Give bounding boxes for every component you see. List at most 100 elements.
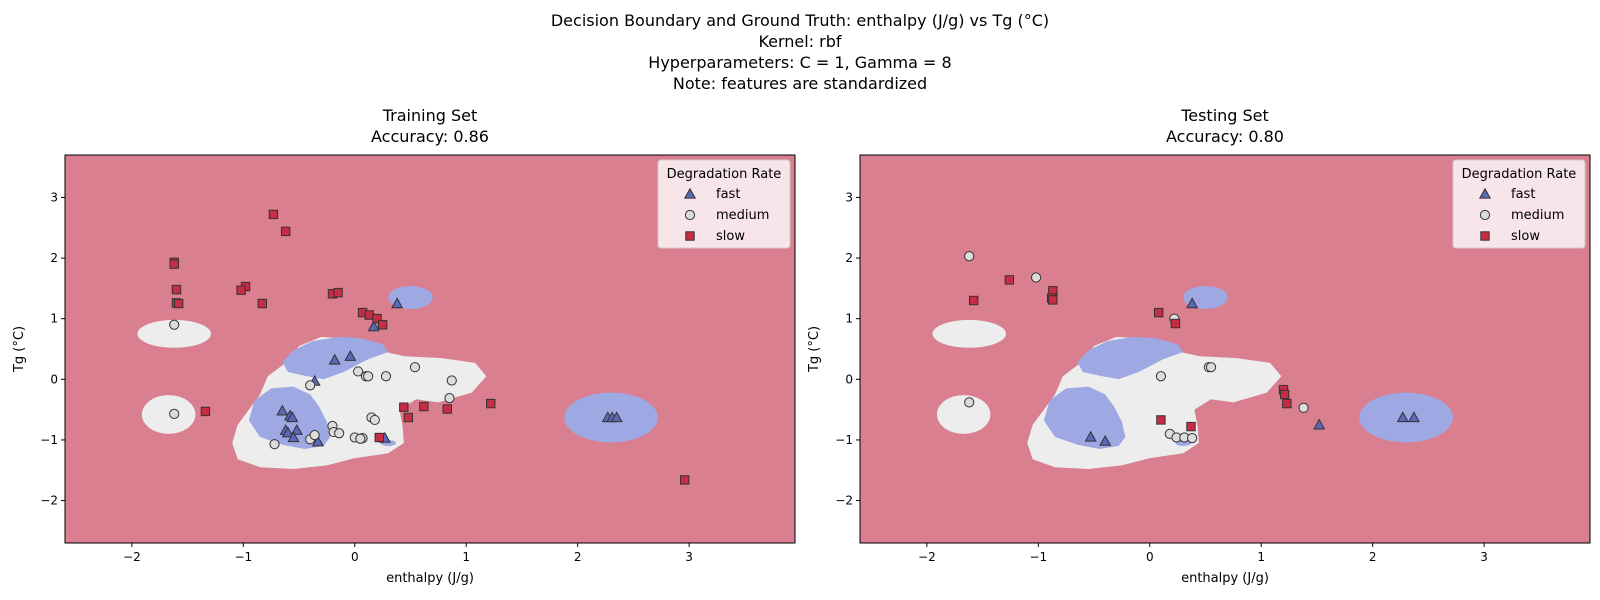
region-fast-upper (1077, 336, 1184, 380)
y-axis-label: Tg (°C) (807, 326, 822, 373)
point-medium (380, 371, 392, 382)
region-medium (936, 395, 991, 434)
point-fast (1313, 418, 1326, 430)
x-tick-label: 1 (1257, 550, 1265, 564)
point-slow (1186, 421, 1196, 432)
x-tick-label: 0 (351, 550, 359, 564)
x-tick-label: 1 (462, 550, 470, 564)
legend-box (1452, 159, 1586, 249)
point-slow (1004, 275, 1015, 285)
legend-box (657, 159, 791, 249)
suptitle-line-4: Note: features are standardized (673, 74, 927, 93)
point-fast (311, 435, 325, 447)
point-medium (309, 429, 320, 441)
point-slow (1048, 295, 1058, 305)
data-points (964, 251, 1420, 446)
x-tick-label: −1 (1029, 550, 1047, 564)
y-tick-label: 2 (845, 251, 853, 265)
point-fast (610, 411, 623, 423)
point-fast (328, 353, 341, 365)
point-slow (403, 412, 413, 423)
x-tick-label: −1 (234, 550, 252, 564)
legend: Degradation Rate fast medium slow (657, 159, 791, 249)
legend-title: Degradation Rate (1462, 167, 1577, 182)
x-axis-label: enthalpy (J/g) (1181, 571, 1269, 586)
point-fast (1407, 411, 1420, 423)
point-medium (269, 439, 280, 450)
panel-title: Training Set (382, 106, 478, 125)
region-fast-lower (1043, 386, 1126, 449)
x-tick-label: 3 (1480, 550, 1488, 564)
point-fast (367, 320, 380, 332)
x-axis-label: enthalpy (J/g) (386, 571, 474, 586)
legend-label-fast: fast (1511, 187, 1535, 202)
x-tick-label: −2 (918, 550, 936, 564)
y-tick-label: −2 (40, 494, 58, 508)
point-slow (1153, 307, 1164, 318)
point-fast (1186, 297, 1199, 309)
point-slow (419, 401, 429, 412)
point-medium (169, 319, 180, 330)
y-tick-label: 2 (50, 251, 58, 265)
y-tick-label: 3 (50, 190, 58, 204)
data-points (169, 209, 690, 485)
legend-label-slow: slow (1511, 229, 1540, 244)
x-tick-label: 0 (1146, 550, 1154, 564)
legend-label-fast: fast (716, 187, 740, 202)
suptitle-line-1: Decision Boundary and Ground Truth: enth… (551, 11, 1049, 30)
y-tick-label: 3 (845, 190, 853, 204)
point-medium (1030, 272, 1042, 283)
point-slow (200, 406, 211, 417)
point-slow (486, 398, 496, 409)
point-slow (257, 298, 267, 309)
point-medium (964, 397, 975, 408)
point-slow (442, 404, 452, 414)
point-slow (372, 313, 382, 324)
point-fast (391, 297, 404, 309)
legend-marker-fast (683, 187, 697, 199)
legend-title: Degradation Rate (667, 167, 782, 182)
point-medium (446, 375, 457, 386)
y-tick-label: −1 (40, 433, 58, 447)
point-medium (355, 433, 366, 444)
y-tick-label: 0 (845, 372, 853, 386)
legend-label-slow: slow (716, 229, 745, 244)
point-slow (399, 402, 409, 412)
point-medium (1155, 371, 1167, 382)
y-tick-label: −2 (835, 494, 853, 508)
point-slow (173, 298, 184, 309)
point-slow (1156, 415, 1166, 425)
panel-accuracy: Accuracy: 0.86 (371, 127, 489, 146)
point-slow (236, 285, 246, 295)
point-slow (679, 475, 690, 485)
point-slow (364, 310, 374, 320)
y-tick-label: −1 (835, 433, 853, 447)
point-medium (1205, 362, 1217, 373)
point-slow (1282, 398, 1292, 409)
legend-label-medium: medium (1511, 208, 1564, 223)
point-fast (290, 424, 303, 435)
point-fast (1396, 411, 1409, 423)
suptitle-line-2: Kernel: rbf (758, 32, 841, 51)
y-tick-label: 0 (50, 372, 58, 386)
point-medium (964, 251, 975, 262)
point-fast (276, 404, 289, 416)
point-medium (305, 380, 316, 391)
axes-frame (64, 154, 796, 544)
legend-marker-slow (685, 231, 695, 241)
y-axis-label: Tg (°C) (12, 326, 27, 373)
point-slow (377, 320, 388, 330)
point-medium (334, 428, 345, 439)
point-medium (1187, 433, 1198, 444)
legend-marker-medium (1479, 209, 1491, 221)
point-fast (286, 411, 299, 423)
point-slow (268, 209, 279, 220)
point-slow (1170, 318, 1181, 329)
x-tick-label: 2 (574, 550, 582, 564)
point-slow (374, 432, 384, 443)
point-slow (968, 295, 979, 306)
point-slow (169, 259, 179, 269)
legend: Degradation Rate fast medium slow (1452, 159, 1586, 249)
axes-frame (859, 154, 1591, 544)
